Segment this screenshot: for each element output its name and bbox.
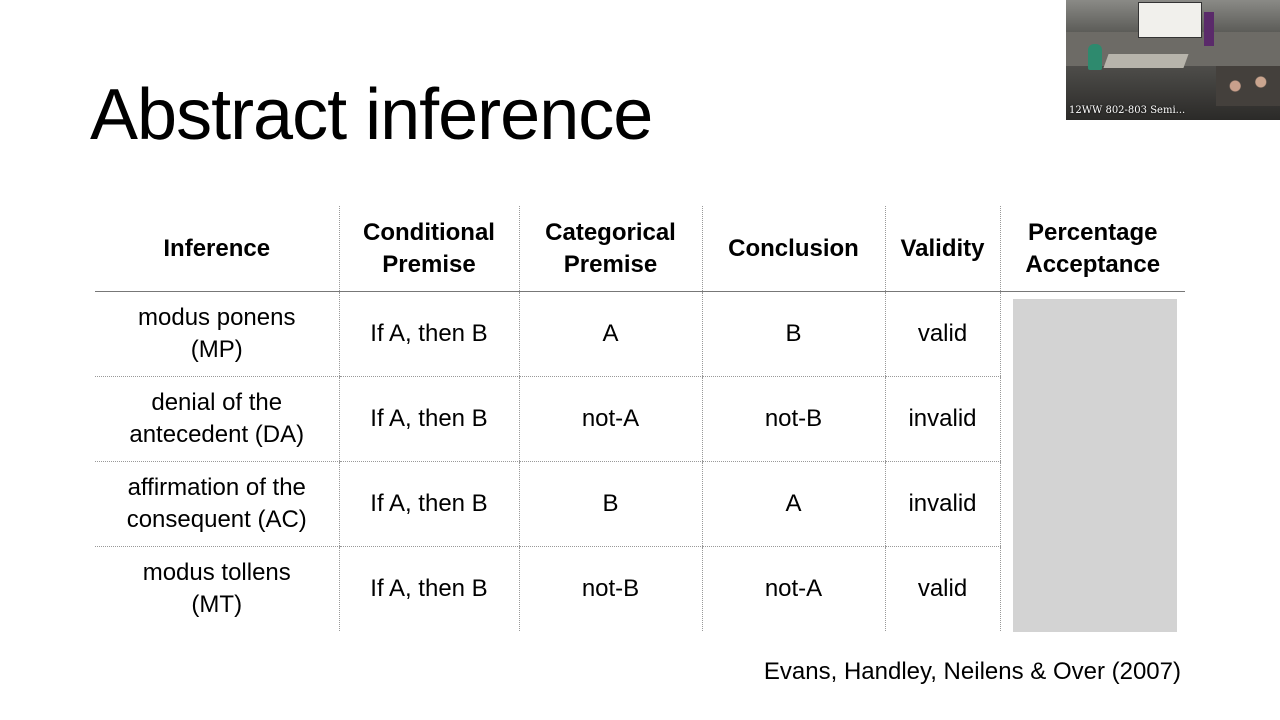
answer-cover-box [1013, 299, 1177, 632]
video-desk [1103, 54, 1189, 68]
inference-name: modus ponens [138, 304, 296, 331]
conditional-premise-cell: If A, then B [338, 291, 519, 377]
citation: Evans, Handley, Neilens & Over (2007) [763, 658, 1181, 685]
categorical-premise-cell: not-B [518, 546, 702, 631]
video-banner [1204, 12, 1214, 46]
inference-abbrev: (MT) [191, 591, 243, 618]
categorical-premise-cell: not-A [518, 376, 702, 462]
video-presenter [1088, 44, 1102, 70]
conclusion-cell: not-B [701, 376, 885, 462]
conclusion-cell: B [701, 291, 885, 377]
header-inference: Inference [95, 206, 339, 292]
conclusion-cell: not-A [701, 546, 885, 631]
validity-cell: valid [884, 291, 1000, 377]
validity-cell: invalid [884, 461, 1000, 547]
inference-name: denial of the [151, 389, 283, 416]
conditional-premise-cell: If A, then B [338, 546, 519, 631]
header-categorical-premise: Categorical Premise [518, 206, 702, 292]
video-audience [1216, 66, 1280, 106]
validity-cell: valid [884, 546, 1000, 631]
header-percentage-acceptance: Percentage Acceptance [999, 206, 1185, 292]
inference-abbrev: (MP) [190, 336, 243, 363]
inference-abbrev: consequent (AC) [126, 506, 307, 533]
table-header-row: Inference Conditional Premise Categorica… [95, 206, 1185, 292]
header-validity: Validity [884, 206, 1000, 292]
inference-cell: modus ponens (MP) [95, 291, 339, 377]
slide-title: Abstract inference [90, 75, 653, 155]
categorical-premise-cell: A [518, 291, 702, 377]
validity-cell: invalid [884, 376, 1000, 462]
video-projector-screen [1138, 2, 1202, 38]
inference-cell: affirmation of the consequent (AC) [95, 461, 339, 547]
header-conclusion: Conclusion [701, 206, 885, 292]
inference-cell: modus tollens (MT) [95, 547, 339, 632]
inference-abbrev: antecedent (DA) [129, 421, 305, 448]
conditional-premise-cell: If A, then B [338, 461, 519, 547]
inference-name: modus tollens [142, 559, 291, 586]
inference-cell: denial of the antecedent (DA) [95, 376, 339, 462]
inference-name: affirmation of the [127, 474, 306, 501]
header-conditional-premise: Conditional Premise [338, 206, 519, 292]
table-row: affirmation of the consequent (AC) If A,… [95, 461, 1185, 547]
conclusion-cell: A [701, 461, 885, 547]
conditional-premise-cell: If A, then B [338, 376, 519, 462]
video-thumbnail[interactable]: 12WW 802-803 Semi... [1066, 0, 1280, 120]
categorical-premise-cell: B [518, 461, 702, 547]
video-label: 12WW 802-803 Semi... [1069, 105, 1186, 116]
